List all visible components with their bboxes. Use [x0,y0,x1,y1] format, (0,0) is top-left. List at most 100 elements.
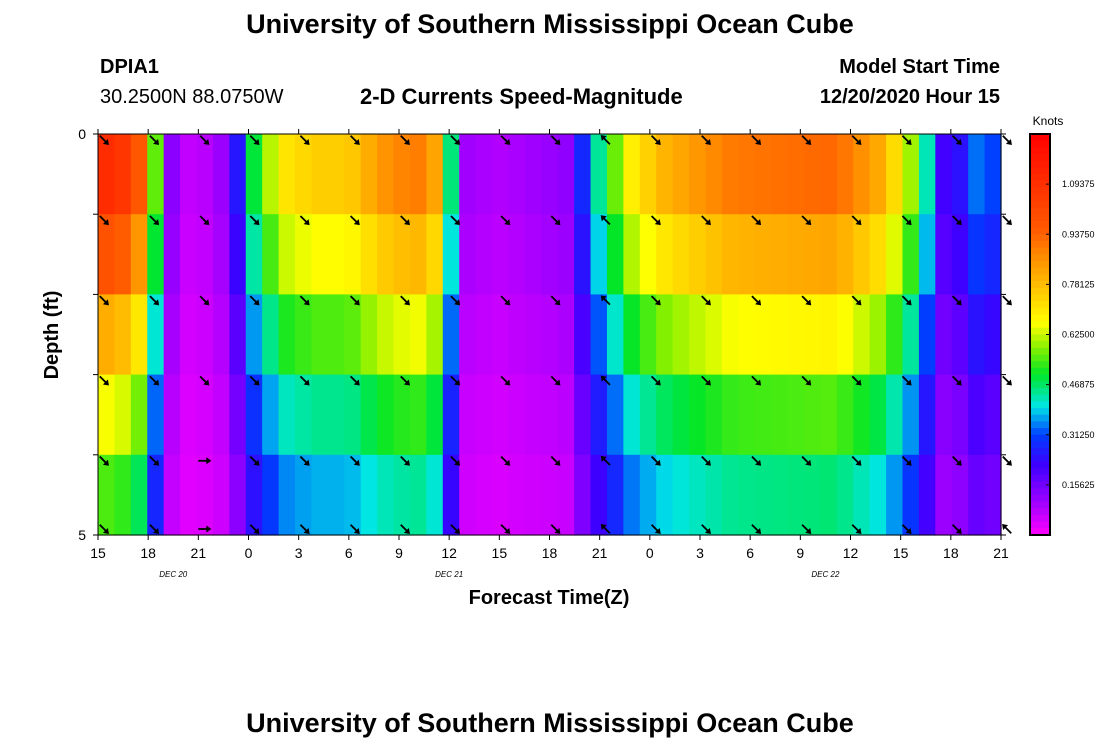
current-arrow [550,455,561,466]
colorbar-swatch [1030,448,1050,456]
heatmap-cell [163,374,181,456]
current-arrow [801,524,812,534]
heatmap-cell [984,134,1002,215]
heatmap-cell [574,294,592,376]
heatmap-cell [918,454,936,536]
heatmap-cell [508,214,526,295]
heatmap-cell [163,454,181,536]
heatmap-cell [705,294,723,376]
x-axis-label: Forecast Time(Z) [469,587,630,609]
current-arrow [149,215,160,226]
heatmap-cell [721,294,739,376]
current-arrow [349,215,360,226]
current-arrow [550,295,561,306]
heatmap-cell [623,134,641,215]
colorbar-tick-label: 0.46875 [1062,380,1095,390]
heatmap-cell [311,374,329,456]
heatmap-cell [820,214,838,295]
current-arrow [701,455,711,466]
current-arrow [951,295,962,306]
heatmap-cell [245,214,263,295]
heatmap-cell [98,454,116,536]
colorbar-swatch [1030,434,1050,443]
current-arrow [99,215,109,226]
heatmap-cell [754,134,772,215]
heatmap-cell [803,454,821,536]
heatmap-cell [98,374,116,456]
current-arrow [600,135,611,145]
heatmap-cell [574,374,592,456]
page-title: University of Southern Mississippi Ocean… [246,9,854,39]
heatmap-cell [262,294,280,376]
heatmap-cell [606,134,624,215]
heatmap-cell [820,134,838,215]
current-arrow [600,375,611,386]
current-arrow [198,525,212,533]
heatmap-cell [278,214,296,295]
current-arrow [901,524,912,534]
heatmap-cell [820,454,838,536]
heatmap-cell [557,454,575,536]
heatmap-cell [787,214,805,295]
colorbar-swatch [1030,494,1050,503]
heatmap-cell [344,294,362,376]
current-arrow [801,295,812,306]
heatmap-cell [212,374,230,456]
heatmap-cell [771,134,789,215]
colorbar-swatch [1030,287,1050,295]
heatmap-cell [984,214,1002,295]
heatmap-cell [98,294,116,376]
heatmap-cell [836,214,854,295]
heatmap-cell [459,214,477,295]
current-arrow [951,375,962,386]
colorbar-swatch [1030,408,1050,416]
colorbar-tick-label: 0.15625 [1062,480,1095,490]
current-arrow [249,135,260,145]
current-arrow [851,375,862,386]
heatmap-cell [968,454,986,536]
heatmap-cell [147,454,165,536]
colorbar-swatch [1030,381,1050,389]
x-tick-label: 0 [245,545,253,561]
colorbar-swatch [1030,194,1050,202]
heatmap-cell [180,294,198,376]
heatmap-cell [229,294,247,376]
x-tick-label: 12 [441,545,457,561]
heatmap-cell [639,374,657,456]
station-coordinates: 30.2500N 88.0750W [100,86,284,108]
colorbar-unit-label: Knots [1033,114,1064,128]
heatmap-cell [935,134,953,215]
current-arrow [149,524,160,534]
heatmap-cell [984,454,1002,536]
colorbar-swatch [1030,154,1050,162]
current-arrow [801,375,812,386]
heatmap-cell [475,214,493,295]
heatmap-cell [590,134,608,215]
colorbar-swatch [1030,374,1050,382]
current-arrow [650,295,661,306]
current-arrow [550,135,561,145]
current-arrow [198,457,212,465]
heatmap-cell [360,374,378,456]
heatmap-cell [409,374,427,456]
heatmap-cell [377,134,395,215]
heatmap-cell [918,294,936,376]
current-arrow [99,375,109,386]
heatmap-cell [853,374,871,456]
colorbar-swatch [1030,414,1050,422]
current-arrow [901,455,912,466]
heatmap-cell [262,374,280,456]
heatmap-cell [360,134,378,215]
heatmap-cell [409,214,427,295]
current-arrow [701,295,711,306]
heatmap-cell [574,134,592,215]
heatmap-cell [771,294,789,376]
date-label: DEC 20 [159,570,188,579]
colorbar-swatch [1030,334,1050,342]
current-arrow [701,375,711,386]
colorbar-swatch [1030,528,1050,536]
x-tick-label: 0 [646,545,654,561]
heatmap-cell [114,214,132,295]
date-label: DEC 22 [811,570,840,579]
heatmap-cell [360,294,378,376]
